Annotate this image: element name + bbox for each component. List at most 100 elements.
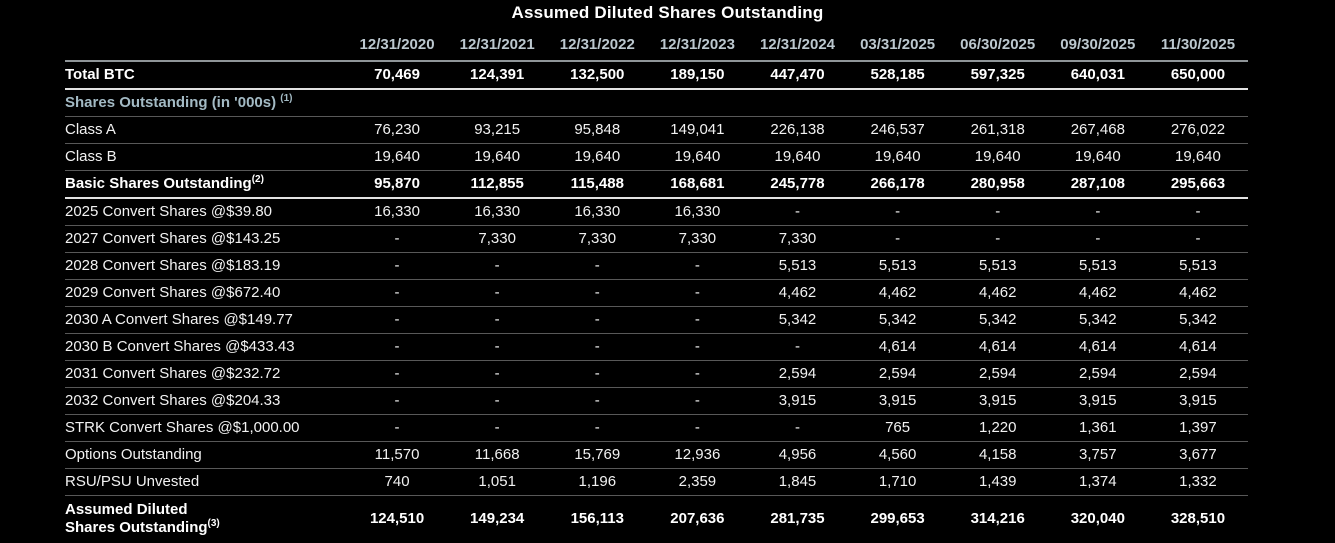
table-cell: 246,537 — [847, 116, 948, 144]
footnote-marker: (1) — [280, 93, 293, 104]
footnote-marker: (3) — [207, 518, 220, 529]
table-cell: 1,397 — [1147, 414, 1248, 442]
table-cell: 4,560 — [847, 441, 948, 469]
table-row: 2031 Convert Shares @$232.72- - - -2,594 2,5… — [65, 360, 1248, 388]
table-cell: - — [447, 333, 548, 361]
table-row: Shares Outstanding (in '000s) (1) — [65, 89, 1248, 117]
table-cell: - — [547, 414, 648, 442]
table-cell: - — [747, 414, 848, 442]
shares-table: 12/31/2020 12/31/2021 12/31/2022 12/31/2023… — [65, 32, 1248, 543]
table-cell: - — [947, 198, 1048, 226]
header-row: 12/31/2020 12/31/2021 12/31/2022 12/31/2023… — [65, 32, 1248, 62]
table-cell: 156,113 — [547, 495, 648, 543]
row-label: 2028 Convert Shares @$183.19 — [65, 252, 347, 280]
table-cell: 320,040 — [1047, 495, 1148, 543]
table-cell: - — [1147, 198, 1248, 226]
table-cell: 640,031 — [1047, 61, 1148, 90]
table-row: 2030 B Convert Shares @$433.43- - - - -4,614… — [65, 333, 1248, 361]
table-cell: 3,757 — [1047, 441, 1148, 469]
table-cell: - — [747, 198, 848, 226]
table-cell: 740 — [347, 468, 448, 496]
table-row: Options Outstanding 11,570 11,668 15,769 12,… — [65, 441, 1248, 469]
row-label: Class B — [65, 143, 347, 171]
page-title: Assumed Diluted Shares Outstanding — [511, 3, 824, 22]
table-cell: 5,342 — [1047, 306, 1148, 334]
table-cell: 4,462 — [747, 279, 848, 307]
table-cell: - — [647, 252, 748, 280]
column-header: 12/31/2022 — [547, 32, 648, 62]
table-cell: - — [347, 252, 448, 280]
table-row: 2025 Convert Shares @$39.80 16,330 16,330 1… — [65, 198, 1248, 226]
table-cell: 1,845 — [747, 468, 848, 496]
table-cell: 2,594 — [947, 360, 1048, 388]
table-cell: 4,614 — [1147, 333, 1248, 361]
table-row: Basic Shares Outstanding(2) 95,870 112,855… — [65, 170, 1248, 199]
row-label: 2031 Convert Shares @$232.72 — [65, 360, 347, 388]
table-cell: 447,470 — [747, 61, 848, 90]
table-cell: - — [547, 306, 648, 334]
table-cell: 597,325 — [947, 61, 1048, 90]
table-cell: 1,710 — [847, 468, 948, 496]
table-cell: 93,215 — [447, 116, 548, 144]
table-cell: 280,958 — [947, 170, 1048, 199]
table-cell: 5,513 — [847, 252, 948, 280]
table-cell: 5,342 — [947, 306, 1048, 334]
table-cell: 16,330 — [647, 198, 748, 226]
row-label: Class A — [65, 116, 347, 144]
table-cell: - — [547, 333, 648, 361]
table-cell: 132,500 — [547, 61, 648, 90]
table-cell: 16,330 — [547, 198, 648, 226]
footnote-marker: (2) — [251, 174, 264, 185]
row-label: 2027 Convert Shares @$143.25 — [65, 225, 347, 253]
table-cell: 5,513 — [747, 252, 848, 280]
table-cell: 281,735 — [747, 495, 848, 543]
table-cell: 5,342 — [747, 306, 848, 334]
table-cell: - — [547, 279, 648, 307]
table-row: Class A 76,230 93,215 95,848 149,041 226,138 2… — [65, 116, 1248, 144]
table-body: Total BTC 70,469 124,391 132,500 189,150 447,… — [65, 61, 1248, 543]
column-header: 12/31/2021 — [447, 32, 548, 62]
table-cell: 4,462 — [1047, 279, 1148, 307]
header-label-cell — [65, 32, 347, 62]
row-label: Basic Shares Outstanding(2) — [65, 170, 347, 199]
table-cell: 11,570 — [347, 441, 448, 469]
table-cell: - — [447, 360, 548, 388]
table-cell: - — [1147, 225, 1248, 253]
table-cell: 1,439 — [947, 468, 1048, 496]
table-cell — [1147, 89, 1248, 117]
table-cell: 314,216 — [947, 495, 1048, 543]
row-label: RSU/PSU Unvested — [65, 468, 347, 496]
table-cell: 16,330 — [347, 198, 448, 226]
table-cell: 19,640 — [947, 143, 1048, 171]
table-cell: - — [647, 306, 748, 334]
table-cell: 4,956 — [747, 441, 848, 469]
table-cell: 245,778 — [747, 170, 848, 199]
table-cell: 1,196 — [547, 468, 648, 496]
table-cell: 650,000 — [1147, 61, 1248, 90]
table-cell: 226,138 — [747, 116, 848, 144]
table-row: Assumed Diluted Shares Outstanding(3) 124,… — [65, 495, 1248, 543]
table-cell: 4,614 — [1047, 333, 1148, 361]
table-cell: 5,513 — [1147, 252, 1248, 280]
table-cell: 19,640 — [547, 143, 648, 171]
table-cell: 3,915 — [947, 387, 1048, 415]
table-cell: - — [547, 252, 648, 280]
table-cell: 3,915 — [1047, 387, 1148, 415]
table-cell: 3,915 — [1147, 387, 1248, 415]
table-cell: 4,614 — [847, 333, 948, 361]
table-cell: - — [747, 333, 848, 361]
row-label: Total BTC — [65, 61, 347, 90]
table-cell: 4,158 — [947, 441, 1048, 469]
table-cell: - — [347, 360, 448, 388]
table-cell — [647, 89, 748, 117]
table-cell — [847, 89, 948, 117]
table-cell: 765 — [847, 414, 948, 442]
table-cell: - — [447, 252, 548, 280]
table-cell: 19,640 — [347, 143, 448, 171]
table-cell: - — [647, 333, 748, 361]
table-cell — [447, 89, 548, 117]
table-cell: 4,614 — [947, 333, 1048, 361]
table-cell: - — [1047, 225, 1148, 253]
table-cell: 1,051 — [447, 468, 548, 496]
table-cell: - — [1047, 198, 1148, 226]
